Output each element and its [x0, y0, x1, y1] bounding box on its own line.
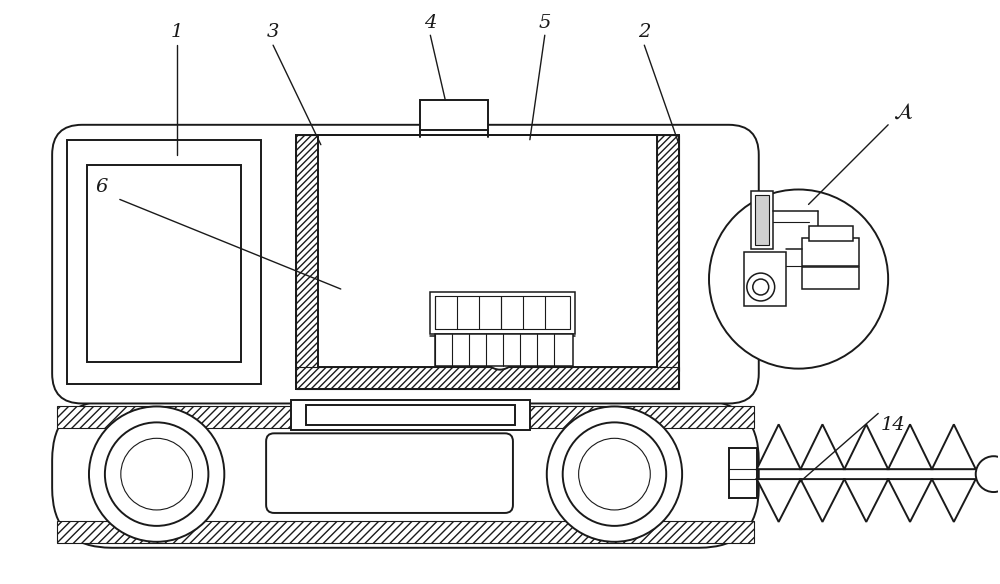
Text: 6: 6: [96, 178, 108, 196]
Circle shape: [753, 279, 769, 295]
Bar: [306, 405, 515, 425]
Circle shape: [709, 189, 888, 369]
Bar: [435, 296, 570, 329]
Text: 4: 4: [424, 14, 437, 32]
Text: 3: 3: [267, 23, 279, 41]
Text: $\mathcal{A}$: $\mathcal{A}$: [893, 101, 913, 123]
Text: 1: 1: [170, 23, 183, 41]
Polygon shape: [844, 479, 888, 522]
Bar: [87, 165, 241, 361]
Polygon shape: [932, 479, 976, 522]
Bar: [296, 135, 318, 371]
Bar: [802, 238, 859, 266]
Circle shape: [579, 439, 650, 510]
Bar: [729, 449, 757, 498]
Polygon shape: [801, 479, 844, 522]
Circle shape: [89, 406, 224, 542]
FancyBboxPatch shape: [52, 125, 759, 404]
Polygon shape: [844, 425, 888, 469]
Polygon shape: [888, 425, 932, 469]
Bar: [744, 252, 786, 306]
Polygon shape: [801, 425, 844, 469]
Bar: [57, 406, 754, 428]
Circle shape: [747, 273, 775, 301]
Bar: [67, 140, 261, 384]
Circle shape: [105, 422, 208, 526]
Bar: [57, 521, 754, 543]
Bar: [435, 334, 573, 366]
Polygon shape: [757, 479, 801, 522]
Bar: [755, 196, 769, 245]
Bar: [657, 135, 679, 371]
Bar: [420, 100, 488, 130]
Bar: [751, 192, 773, 249]
Bar: [296, 367, 679, 388]
Bar: [291, 401, 530, 430]
Text: 5: 5: [539, 14, 551, 32]
Polygon shape: [932, 425, 976, 469]
Text: 2: 2: [638, 23, 650, 41]
Circle shape: [563, 422, 666, 526]
Bar: [809, 227, 853, 241]
Polygon shape: [757, 425, 801, 469]
Bar: [802, 267, 859, 289]
Circle shape: [547, 406, 682, 542]
Circle shape: [121, 439, 192, 510]
Polygon shape: [888, 479, 932, 522]
Bar: [430, 292, 575, 334]
FancyBboxPatch shape: [266, 433, 513, 513]
Bar: [318, 135, 657, 367]
Bar: [296, 135, 679, 388]
Circle shape: [484, 338, 516, 370]
Text: 14: 14: [881, 416, 905, 434]
FancyBboxPatch shape: [52, 401, 759, 548]
Circle shape: [976, 456, 1000, 492]
